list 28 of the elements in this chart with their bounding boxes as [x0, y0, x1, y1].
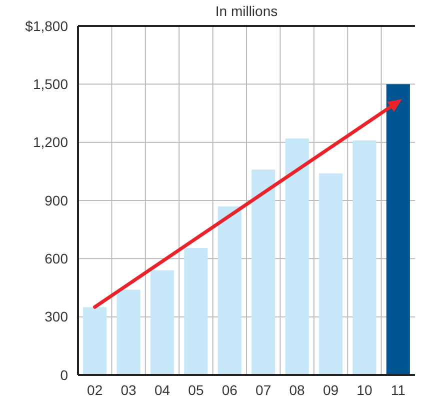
x-tick-label: 08	[289, 382, 306, 398]
y-tick-label: 0	[60, 366, 68, 383]
bar	[184, 248, 208, 375]
x-tick-label: 06	[222, 382, 238, 398]
x-tick-label: 05	[188, 382, 204, 398]
y-tick-label: 900	[44, 192, 68, 208]
bar	[352, 140, 376, 375]
x-tick-label: 04	[154, 382, 170, 398]
bar	[116, 290, 140, 375]
x-tick-label: 03	[120, 382, 137, 398]
x-tick-label: 07	[256, 382, 272, 398]
bar	[386, 84, 410, 375]
y-tick-label: $1,800	[25, 18, 68, 34]
x-tick-label: 10	[356, 382, 372, 398]
bar	[285, 138, 309, 375]
bar	[318, 173, 343, 375]
chart-title: In millions	[215, 3, 278, 19]
x-tick-label: 09	[322, 382, 339, 398]
y-tick-label: 300	[44, 308, 68, 325]
y-tick-label: 1,200	[32, 134, 68, 150]
bar	[218, 206, 242, 375]
bar	[252, 169, 276, 375]
bar	[150, 270, 174, 375]
bar	[83, 307, 107, 375]
y-tick-label: 1,500	[32, 76, 68, 92]
x-tick-label: 02	[87, 382, 103, 398]
x-tick-label: 11	[390, 382, 406, 398]
y-tick-label: 600	[44, 250, 68, 267]
